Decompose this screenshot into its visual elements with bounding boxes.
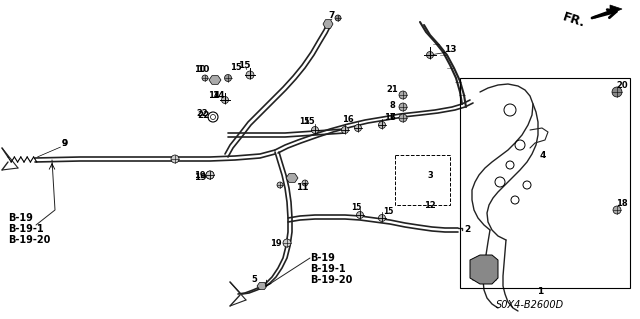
Text: 17: 17 [384, 114, 396, 122]
Text: 9: 9 [62, 138, 68, 147]
Text: 15: 15 [237, 61, 250, 70]
Circle shape [612, 87, 622, 97]
Circle shape [221, 97, 228, 103]
Text: 15: 15 [230, 63, 242, 71]
Text: B-19-20: B-19-20 [310, 275, 353, 285]
Text: FR.: FR. [561, 10, 587, 30]
Text: 5: 5 [251, 275, 257, 284]
Circle shape [206, 171, 214, 179]
Text: 14: 14 [208, 92, 220, 100]
Text: 9: 9 [62, 138, 68, 147]
Text: 3: 3 [427, 170, 433, 180]
Text: 22: 22 [196, 108, 208, 117]
Text: 21: 21 [386, 85, 398, 94]
Text: 15: 15 [351, 203, 361, 211]
Text: B-19: B-19 [8, 213, 33, 223]
Circle shape [312, 127, 319, 133]
Circle shape [356, 211, 364, 219]
Polygon shape [610, 5, 622, 14]
Text: 8: 8 [389, 100, 395, 109]
Bar [460, 78, 630, 288]
Text: 18: 18 [616, 199, 628, 209]
Text: 1: 1 [537, 287, 543, 296]
Polygon shape [470, 255, 498, 284]
Circle shape [399, 91, 407, 99]
Text: 11: 11 [296, 183, 308, 192]
Circle shape [342, 127, 349, 133]
Text: B-19-20: B-19-20 [8, 235, 51, 245]
Bar [395, 155, 450, 205]
Circle shape [399, 114, 407, 122]
Text: 15: 15 [299, 117, 309, 127]
Text: 7: 7 [329, 11, 335, 20]
Circle shape [277, 182, 283, 188]
Circle shape [426, 51, 433, 58]
Circle shape [246, 71, 254, 79]
Text: 16: 16 [342, 115, 354, 123]
Circle shape [225, 75, 232, 81]
Text: 4: 4 [540, 151, 546, 160]
Circle shape [302, 180, 308, 186]
Text: 2: 2 [464, 226, 470, 234]
Circle shape [202, 75, 208, 81]
Text: B-19: B-19 [310, 253, 335, 263]
Circle shape [355, 124, 362, 131]
Circle shape [613, 206, 621, 214]
Text: 19: 19 [194, 174, 206, 182]
Text: 15: 15 [303, 117, 315, 127]
Text: 14: 14 [212, 92, 224, 100]
Circle shape [206, 171, 214, 179]
Circle shape [335, 15, 341, 21]
Circle shape [378, 214, 385, 221]
Polygon shape [257, 283, 267, 289]
Text: 22: 22 [196, 110, 209, 120]
Text: 19: 19 [270, 239, 282, 248]
Polygon shape [209, 76, 221, 84]
Text: 15: 15 [383, 206, 393, 216]
Text: B-19-1: B-19-1 [310, 264, 346, 274]
Circle shape [171, 155, 179, 163]
Circle shape [283, 239, 291, 247]
Text: S0X4-B2600D: S0X4-B2600D [496, 300, 564, 310]
Text: 10: 10 [194, 65, 206, 75]
Text: B-19-1: B-19-1 [8, 224, 44, 234]
Circle shape [378, 122, 385, 129]
Text: 19: 19 [194, 170, 206, 180]
Text: 6: 6 [389, 114, 395, 122]
Polygon shape [286, 174, 298, 182]
Circle shape [399, 103, 407, 111]
Text: 12: 12 [424, 201, 436, 210]
Text: 13: 13 [444, 46, 456, 55]
Polygon shape [323, 20, 333, 28]
Text: 20: 20 [616, 80, 628, 90]
Text: 10: 10 [197, 64, 209, 73]
